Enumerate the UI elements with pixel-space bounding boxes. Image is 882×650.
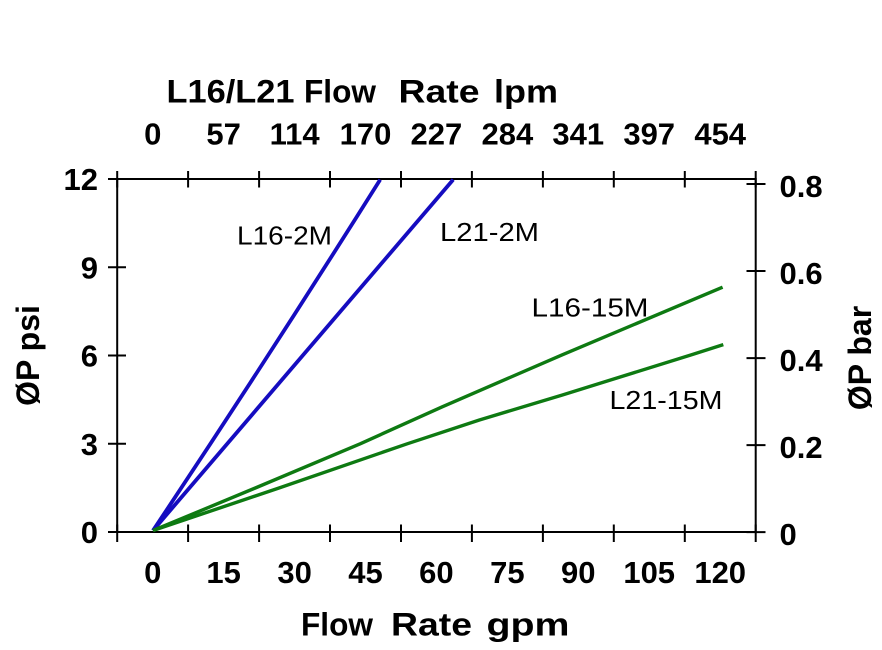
svg-text:341: 341	[552, 117, 604, 152]
svg-text:lpm: lpm	[494, 73, 558, 109]
svg-text:9: 9	[81, 250, 98, 285]
svg-text:227: 227	[411, 117, 463, 152]
svg-text:15: 15	[206, 555, 240, 590]
svg-text:454: 454	[694, 117, 746, 152]
svg-text:75: 75	[490, 555, 524, 590]
svg-text:0.2: 0.2	[780, 430, 823, 465]
svg-text:L21-15M: L21-15M	[610, 385, 723, 415]
svg-text:114: 114	[270, 117, 321, 152]
svg-text:170: 170	[340, 117, 392, 152]
svg-text:0: 0	[780, 517, 797, 552]
svg-text:12: 12	[64, 162, 98, 197]
svg-text:0: 0	[144, 555, 161, 590]
svg-text:45: 45	[348, 555, 382, 590]
svg-text:ØP psi: ØP psi	[10, 305, 46, 406]
svg-text:0.4: 0.4	[780, 343, 824, 378]
svg-text:284: 284	[482, 117, 534, 152]
svg-text:gpm: gpm	[487, 607, 570, 643]
svg-text:ØP bar: ØP bar	[842, 306, 878, 410]
svg-text:L21-2M: L21-2M	[440, 217, 539, 247]
svg-text:60: 60	[419, 555, 453, 590]
svg-text:L16/L21: L16/L21	[167, 73, 295, 109]
svg-text:Rate: Rate	[399, 73, 480, 109]
svg-text:Rate: Rate	[391, 607, 472, 643]
svg-text:0.6: 0.6	[780, 256, 823, 291]
svg-text:0: 0	[81, 515, 98, 550]
svg-text:Flow: Flow	[301, 607, 373, 643]
svg-text:397: 397	[623, 117, 675, 152]
svg-text:3: 3	[81, 427, 98, 462]
svg-text:57: 57	[206, 117, 240, 152]
svg-text:6: 6	[81, 339, 98, 374]
svg-text:90: 90	[561, 555, 595, 590]
svg-text:105: 105	[623, 555, 675, 590]
svg-text:120: 120	[694, 555, 746, 590]
svg-text:L16-2M: L16-2M	[237, 220, 332, 250]
svg-text:Flow: Flow	[304, 73, 376, 109]
svg-text:L16-15M: L16-15M	[532, 292, 649, 322]
svg-text:0: 0	[144, 117, 161, 152]
svg-text:0.8: 0.8	[780, 169, 823, 204]
svg-text:30: 30	[277, 555, 311, 590]
